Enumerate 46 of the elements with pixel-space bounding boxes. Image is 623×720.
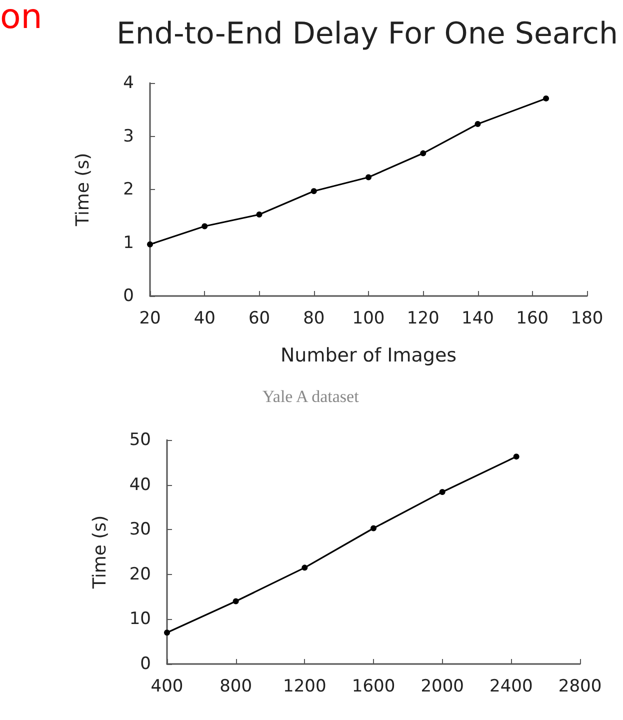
point: [256, 212, 262, 218]
y-tick-label: 30: [129, 520, 151, 540]
y-axis-title: Time (s): [90, 515, 110, 590]
y-tick-label: 50: [129, 430, 151, 450]
point: [439, 488, 446, 495]
point: [147, 241, 153, 248]
x-tick-label: 2000: [420, 676, 464, 696]
x-tick-label: 2800: [558, 676, 602, 696]
point: [310, 188, 317, 194]
point: [370, 525, 376, 532]
point: [366, 174, 372, 180]
y-tick-label: 10: [129, 609, 151, 630]
x-tick-label: 180: [570, 308, 604, 328]
y-axis-title: Time (s): [72, 152, 94, 228]
y-tick-label: 20: [129, 564, 151, 584]
x-tick-label: 60: [248, 308, 270, 328]
x-tick-label: 120: [406, 308, 440, 328]
point: [202, 223, 208, 230]
y-tick-label: 0: [140, 654, 151, 674]
point: [474, 121, 481, 127]
x-tick-label: 40: [194, 308, 216, 328]
y-tick-label: 1: [123, 232, 134, 253]
point: [543, 95, 550, 102]
y-tick-label: 2: [123, 180, 134, 200]
y-tick-label: 3: [123, 126, 134, 146]
text: Yale A dataset: [262, 387, 360, 406]
chart-title: End-to-End Delay For One Search: [116, 16, 618, 52]
x-tick-label: 2400: [490, 676, 533, 696]
x-tick-label: 160: [516, 308, 549, 328]
x-tick-label: 100: [352, 308, 385, 328]
y-tick-label: 0: [123, 286, 134, 306]
point: [302, 564, 308, 571]
x-tick-label: 400: [150, 676, 184, 696]
x-tick-label: 140: [462, 308, 494, 328]
point: [420, 150, 426, 156]
point: [513, 454, 520, 460]
x-tick-label: 800: [220, 676, 252, 696]
y-tick-label: 4: [123, 73, 134, 93]
point: [232, 598, 239, 604]
x-axis-title: Number of Images: [280, 344, 457, 366]
x-tick-label: 1200: [283, 676, 326, 696]
point: [164, 630, 170, 636]
x-tick-label: 80: [303, 308, 325, 328]
x-tick-label: 1600: [352, 676, 396, 696]
y-tick-label: 40: [129, 474, 151, 495]
text: on: [0, 0, 42, 37]
